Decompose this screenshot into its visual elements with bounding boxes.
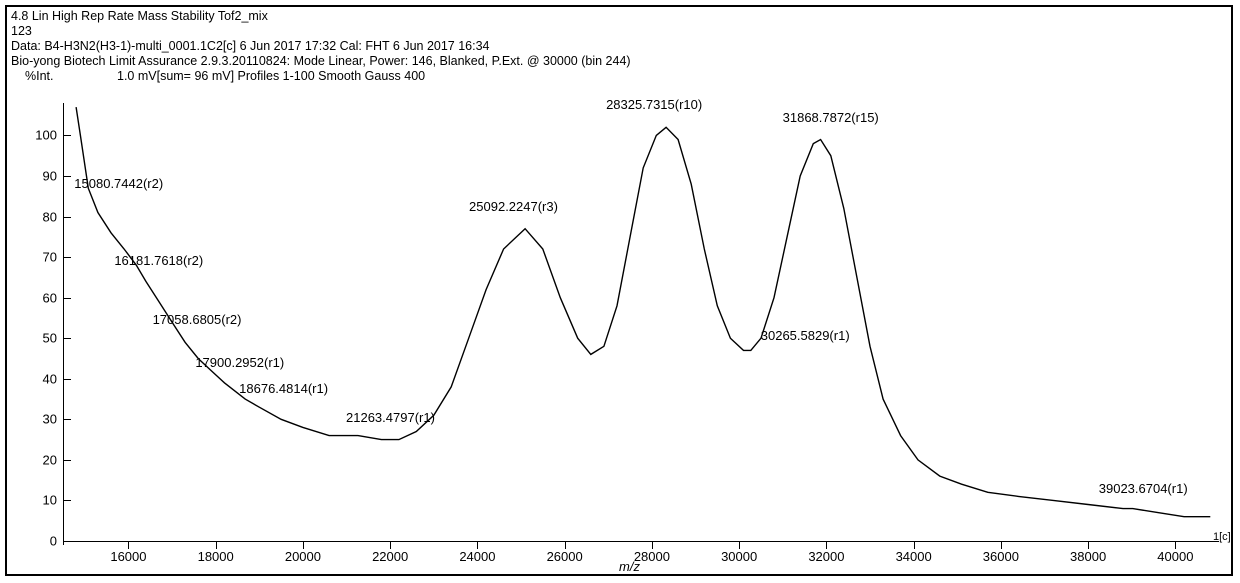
x-tick-label: 30000 — [721, 549, 757, 564]
y-tick — [63, 419, 71, 420]
y-tick — [63, 500, 71, 501]
peak-label: 17058.6805(r2) — [153, 312, 242, 327]
header-line-4: Bio-yong Biotech Limit Assurance 2.9.3.2… — [11, 54, 631, 68]
x-axis — [63, 541, 1219, 542]
peak-label: 18676.4814(r1) — [239, 381, 328, 396]
x-tick — [1001, 541, 1002, 549]
x-tick-label: 28000 — [634, 549, 670, 564]
x-tick — [1175, 541, 1176, 549]
x-tick — [303, 541, 304, 549]
y-tick-label: 70 — [25, 250, 57, 265]
y-tick-label: 0 — [25, 534, 57, 549]
y-tick — [63, 257, 71, 258]
x-tick-label: 36000 — [983, 549, 1019, 564]
x-tick-label: 34000 — [896, 549, 932, 564]
y-tick-label: 40 — [25, 371, 57, 386]
header-line-5b: 1.0 mV[sum= 96 mV] Profiles 1-100 Smooth… — [117, 69, 425, 83]
peak-label: 17900.2952(r1) — [195, 355, 284, 370]
x-tick — [216, 541, 217, 549]
y-tick-label: 30 — [25, 412, 57, 427]
x-tick — [826, 541, 827, 549]
y-tick-label: 50 — [25, 331, 57, 346]
peak-label: 28325.7315(r10) — [606, 97, 702, 112]
y-tick-label: 10 — [25, 493, 57, 508]
x-tick-label: 38000 — [1070, 549, 1106, 564]
x-tick — [1088, 541, 1089, 549]
peak-label: 15080.7442(r2) — [74, 176, 163, 191]
x-tick-label: 32000 — [808, 549, 844, 564]
x-tick — [390, 541, 391, 549]
x-tick — [565, 541, 566, 549]
y-tick — [63, 298, 71, 299]
chart-frame: 4.8 Lin High Rep Rate Mass Stability Tof… — [5, 5, 1233, 576]
x-tick — [739, 541, 740, 549]
peak-label: 31868.7872(r15) — [783, 110, 879, 125]
x-tick-label: 26000 — [547, 549, 583, 564]
x-tick-label: 18000 — [198, 549, 234, 564]
x-axis-right-label: 1[c] — [1213, 531, 1231, 543]
y-tick — [63, 338, 71, 339]
peak-label: 25092.2247(r3) — [469, 199, 558, 214]
y-tick-label: 20 — [25, 452, 57, 467]
x-tick — [477, 541, 478, 549]
x-tick-label: 24000 — [459, 549, 495, 564]
x-tick-label: 16000 — [110, 549, 146, 564]
header-line-5a: %Int. — [25, 69, 54, 83]
peak-label: 21263.4797(r1) — [346, 410, 435, 425]
y-tick — [63, 217, 71, 218]
header-line-3: Data: B4-H3N2(H3-1)-multi_0001.1C2[c] 6 … — [11, 39, 490, 53]
peak-label: 30265.5829(r1) — [761, 328, 850, 343]
x-tick — [128, 541, 129, 549]
x-tick-label: 40000 — [1157, 549, 1193, 564]
y-tick-label: 60 — [25, 290, 57, 305]
peak-label: 39023.6704(r1) — [1099, 481, 1188, 496]
y-tick — [63, 176, 71, 177]
header-line-1: 4.8 Lin High Rep Rate Mass Stability Tof… — [11, 9, 268, 23]
y-tick — [63, 379, 71, 380]
y-tick-label: 80 — [25, 209, 57, 224]
header-line-2: 123 — [11, 24, 32, 38]
y-tick — [63, 541, 71, 542]
x-tick-label: 22000 — [372, 549, 408, 564]
peak-label: 16181.7618(r2) — [114, 253, 203, 268]
x-tick — [652, 541, 653, 549]
x-tick-label: 20000 — [285, 549, 321, 564]
x-tick — [914, 541, 915, 549]
y-tick — [63, 135, 71, 136]
y-tick — [63, 460, 71, 461]
y-tick-label: 100 — [25, 128, 57, 143]
y-tick-label: 90 — [25, 169, 57, 184]
